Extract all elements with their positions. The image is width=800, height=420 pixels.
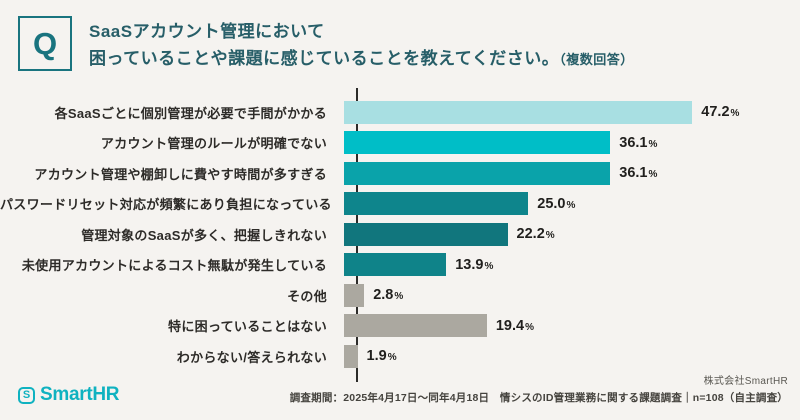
bar-category-label: アカウント管理や棚卸しに費やす時間が多すぎる bbox=[34, 166, 327, 182]
bar bbox=[343, 161, 611, 185]
smarthr-logo-text: SmartHR bbox=[40, 384, 120, 405]
bar-value-unit: % bbox=[387, 352, 397, 364]
bar-area: 22.2% bbox=[342, 222, 800, 246]
bar-area: 47.2% bbox=[342, 100, 800, 124]
bar-area: 13.9% bbox=[342, 253, 800, 277]
bar-area: 1.9% bbox=[342, 344, 800, 368]
source-survey-note: 調査期間：2025年4月17日～同年4月18日 情シスのID管理業務に関する課題… bbox=[289, 392, 788, 404]
question-title-line1: SaaSアカウント管理において bbox=[89, 22, 325, 41]
bar-value-number: 47.2 bbox=[701, 104, 730, 121]
bar-value-unit: % bbox=[545, 230, 555, 242]
bar bbox=[343, 314, 487, 338]
bar-category-label: 管理対象のSaaSが多く、把握しきれない bbox=[81, 227, 327, 243]
chart-row: パスワードリセット対応が頻繁にあり負担になっている 25.0% bbox=[0, 189, 800, 220]
source-info: 株式会社SmartHR 調査期間：2025年4月17日～同年4月18日 情シスの… bbox=[290, 372, 788, 405]
chart-row: 未使用アカウントによるコスト無駄が発生している 13.9% bbox=[0, 250, 800, 281]
source-company: 株式会社SmartHR bbox=[703, 376, 788, 387]
bar-value: 36.1% bbox=[619, 165, 657, 181]
bar bbox=[343, 192, 529, 216]
bar-value-unit: % bbox=[566, 199, 576, 211]
bar-value-number: 36.1 bbox=[619, 165, 648, 182]
bar-category-label: わからない/答えられない bbox=[176, 349, 327, 365]
bar-value-unit: % bbox=[525, 321, 534, 333]
bar-value-unit: % bbox=[484, 260, 494, 272]
question-header: Q SaaSアカウント管理において 困っていることや課題に感じていることを教えて… bbox=[18, 16, 634, 73]
bar-value: 36.1% bbox=[619, 135, 657, 151]
bar-value-number: 19.4 bbox=[495, 317, 525, 334]
bar-value-unit: % bbox=[394, 291, 404, 303]
bar-value-number: 1.9 bbox=[366, 348, 387, 365]
bar bbox=[343, 100, 693, 124]
bar-value-number: 22.2 bbox=[516, 226, 545, 243]
bar-value: 19.4% bbox=[496, 318, 534, 334]
bar-category-label: 各SaaSごとに個別管理が必要で手間がかかる bbox=[54, 105, 327, 121]
bar-area: 2.8% bbox=[342, 283, 800, 307]
bar bbox=[343, 131, 611, 155]
bar-area: 19.4% bbox=[342, 314, 800, 338]
bar bbox=[343, 283, 365, 307]
chart-row: アカウント管理や棚卸しに費やす時間が多すぎる 36.1% bbox=[0, 158, 800, 189]
bar-value-number: 13.9 bbox=[455, 256, 484, 273]
bar-category-label: 特に困っていることはない bbox=[168, 319, 327, 335]
bar bbox=[343, 222, 508, 246]
bar-category-label: アカウント管理のルールが明確でない bbox=[100, 136, 327, 152]
bar-value-number: 2.8 bbox=[373, 287, 394, 304]
bar-value-number: 25.0 bbox=[537, 195, 566, 212]
bar-value-unit: % bbox=[648, 138, 658, 150]
chart-row: 管理対象のSaaSが多く、把握しきれない 22.2% bbox=[0, 219, 800, 250]
bar-category-label: その他 bbox=[287, 288, 327, 304]
bar-value: 22.2% bbox=[517, 226, 555, 242]
bar-category-label: パスワードリセット対応が頻繁にあり負担になっている bbox=[0, 197, 332, 213]
bar bbox=[343, 344, 358, 368]
bar-category-label: 未使用アカウントによるコスト無駄が発生している bbox=[21, 258, 327, 274]
chart-row: わからない/答えられない 1.9% bbox=[0, 341, 800, 372]
bar-value: 2.8% bbox=[373, 287, 403, 303]
chart-row: 各SaaSごとに個別管理が必要で手間がかかる 47.2% bbox=[0, 97, 800, 128]
chart-rows: 各SaaSごとに個別管理が必要で手間がかかる 47.2% アカウント管理のルールが明… bbox=[0, 97, 800, 372]
bar-chart: 各SaaSごとに個別管理が必要で手間がかかる 47.2% アカウント管理のルールが明… bbox=[0, 86, 800, 384]
bar-value-unit: % bbox=[730, 108, 740, 120]
question-title-line2-text: 困っていることや課題に感じていることを教えてください。 bbox=[89, 49, 560, 68]
smarthr-logo: S SmartHR bbox=[18, 384, 120, 406]
smarthr-logo-icon: S bbox=[18, 386, 35, 404]
bar-area: 25.0% bbox=[342, 192, 800, 216]
bar-value: 47.2% bbox=[701, 104, 739, 120]
chart-row: アカウント管理のルールが明確でない 36.1% bbox=[0, 128, 800, 159]
question-title-note: （複数回答） bbox=[559, 52, 634, 67]
bar-value-unit: % bbox=[648, 169, 658, 181]
chart-row: 特に困っていることはない 19.4% bbox=[0, 311, 800, 342]
bar-area: 36.1% bbox=[342, 161, 800, 185]
bar-value: 25.0% bbox=[537, 196, 575, 212]
bar-area: 36.1% bbox=[342, 131, 800, 155]
bar bbox=[343, 253, 447, 277]
chart-row: その他 2.8% bbox=[0, 280, 800, 311]
question-title: SaaSアカウント管理において 困っていることや課題に感じていることを教えてくだ… bbox=[89, 16, 634, 73]
bar-value: 1.9% bbox=[367, 348, 397, 364]
question-title-line2: 困っていることや課題に感じていることを教えてください。（複数回答） bbox=[89, 45, 634, 73]
bar-value-number: 36.1 bbox=[619, 134, 648, 151]
question-badge: Q bbox=[18, 16, 72, 71]
bar-value: 13.9% bbox=[455, 257, 493, 273]
